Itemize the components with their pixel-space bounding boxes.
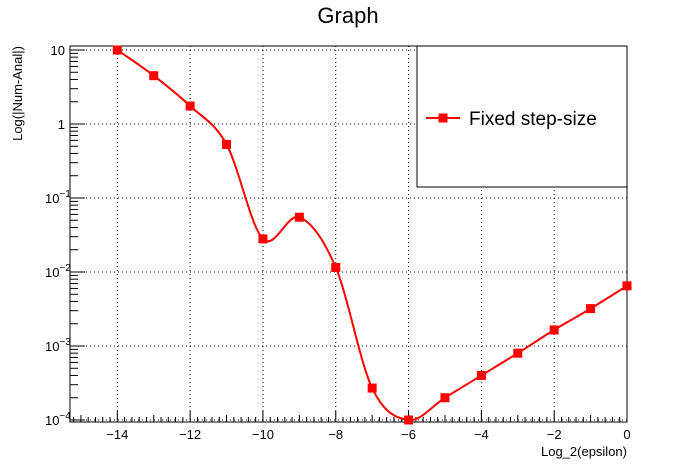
x-tick-label: −6: [401, 427, 416, 442]
data-point: [331, 263, 341, 273]
data-point: [476, 370, 486, 380]
series-line: [116, 49, 628, 422]
legend-label: Fixed step-size: [469, 109, 597, 130]
data-point: [622, 281, 632, 291]
axis-ticks: [70, 49, 628, 422]
x-tick-label: −8: [328, 427, 343, 442]
x-tick-label: −10: [252, 427, 274, 442]
series-layer: [112, 45, 632, 425]
y-tick-label: 1: [58, 117, 65, 132]
x-tick-label: 0: [623, 427, 630, 442]
y-tick-label: 10: [51, 43, 65, 58]
legend: Fixed step-size: [416, 45, 628, 188]
data-point: [149, 71, 159, 81]
x-tick-label: −2: [547, 427, 562, 442]
data-point: [440, 393, 450, 403]
data-point: [404, 415, 414, 425]
y-tick-label: 10−4: [45, 411, 71, 428]
y-tick-label: 10−1: [45, 189, 71, 206]
y-tick-label: 10−3: [45, 337, 71, 354]
data-point: [258, 234, 268, 244]
x-tick-label: −12: [179, 427, 201, 442]
y-axis-title: Log(|Num-Anal|): [10, 46, 25, 141]
data-point: [367, 383, 377, 393]
data-point: [222, 139, 232, 149]
plot-frame: [69, 45, 628, 423]
data-point: [112, 45, 122, 55]
data-point: [294, 212, 304, 222]
x-axis-title: Log_2(epsilon): [541, 444, 627, 459]
data-point: [586, 304, 596, 314]
y-tick-label: 10−2: [45, 263, 71, 280]
grid: [70, 46, 627, 422]
x-tick-label: −4: [474, 427, 489, 442]
data-point: [513, 348, 523, 358]
legend-box: [416, 45, 628, 188]
chart-title: Graph: [317, 3, 378, 28]
x-tick-label: −14: [106, 427, 128, 442]
legend-marker: [438, 113, 448, 123]
data-point: [549, 325, 559, 335]
tick-labels: −14 −12 −10 −8 −6 −4 −2 0 10 1 10−1 10−2 10−3 10−4: [45, 43, 631, 442]
data-point: [185, 101, 195, 111]
